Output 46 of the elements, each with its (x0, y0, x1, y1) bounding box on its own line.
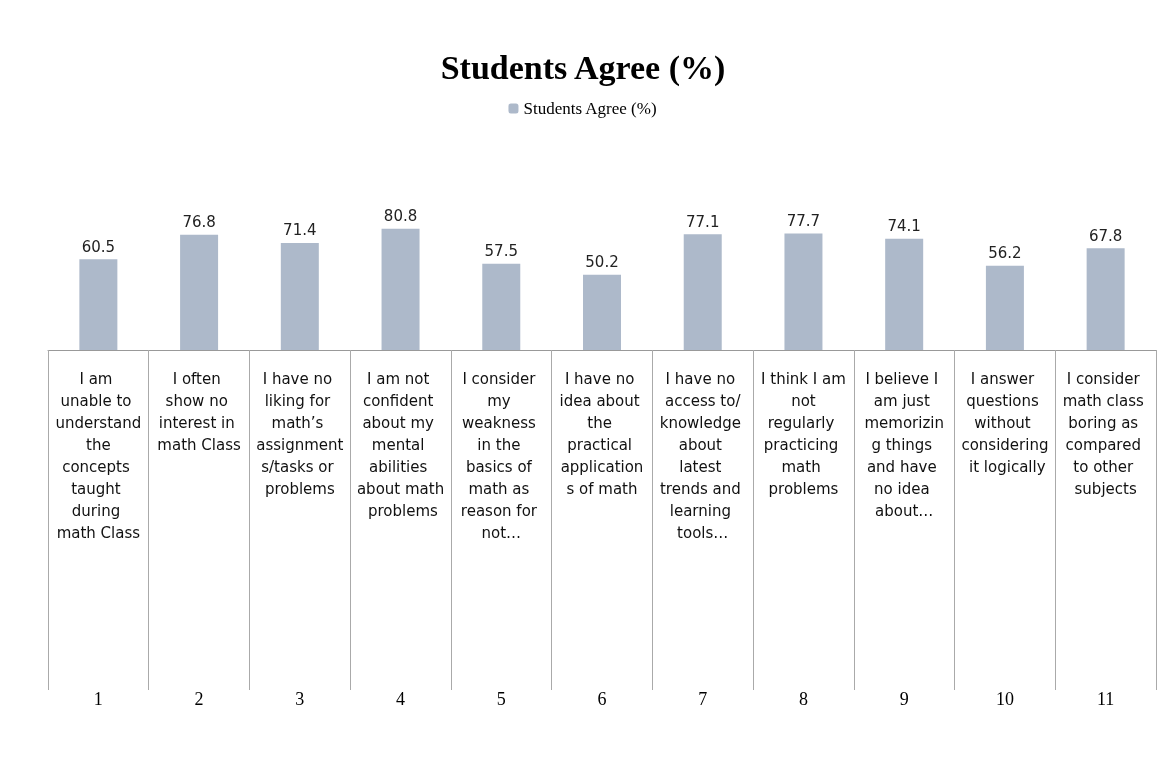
bar (180, 234, 219, 350)
bar (885, 238, 924, 350)
bar (985, 265, 1024, 350)
bar (280, 242, 319, 350)
data-label: 76.8 (182, 213, 216, 232)
data-label: 56.2 (988, 244, 1022, 263)
bar (381, 228, 420, 350)
text: I am not confident about my mental abilities about math problems (356, 370, 445, 520)
bar (482, 263, 521, 350)
text: I consider my weakness in the basics of math as reason for not… (460, 370, 542, 542)
bar (784, 233, 823, 350)
x-tick-label: 5 (496, 689, 506, 709)
x-tick-label: 9 (899, 689, 909, 709)
text: I am unable to understand the concepts taught during math Class (55, 370, 142, 542)
data-label: 57.5 (484, 242, 518, 261)
chart-title: Students Agree (%) (440, 48, 726, 87)
text: I have no idea about the practical applications of math (559, 370, 645, 498)
bar (1086, 248, 1125, 350)
bar (583, 274, 621, 350)
data-label: 77.7 (786, 211, 821, 230)
text: I believe I am just memorizing things and have no idea about… (864, 370, 944, 520)
legend-label: Students Agree (%) (523, 99, 657, 118)
data-label: 50.2 (585, 253, 619, 272)
bar (683, 234, 722, 350)
data-label: 74.1 (887, 217, 921, 236)
data-label: 71.4 (283, 221, 317, 240)
x-tick-label: 1 (93, 689, 103, 709)
data-label: 60.5 (81, 237, 116, 256)
text: I answer questions without considering it logically (961, 370, 1049, 476)
bar (79, 259, 118, 350)
x-tick-label: 3 (295, 689, 305, 709)
text: I consider math class boring as compared to other subjects (1062, 370, 1149, 498)
x-tick-label: 7 (698, 689, 708, 709)
text: I have no access to/knowledge about latest trends and learning tools… (659, 370, 746, 542)
data-label: 77.1 (686, 212, 720, 231)
x-tick-label: 10 (995, 689, 1014, 709)
x-tick-label: 6 (597, 689, 607, 709)
data-label: 80.8 (383, 207, 418, 226)
x-tick-label: 11 (1096, 689, 1115, 709)
data-label: 67.8 (1088, 226, 1123, 245)
x-tick-label: 4 (396, 689, 406, 709)
text: I often show no interest in math Class (157, 370, 241, 454)
x-tick-label: 8 (798, 689, 808, 709)
text: I think I am not regularly practicing math problems (761, 370, 846, 498)
x-tick-label: 2 (194, 689, 204, 709)
text: I have no liking for math’s assignments/tasks or problems (256, 370, 344, 498)
